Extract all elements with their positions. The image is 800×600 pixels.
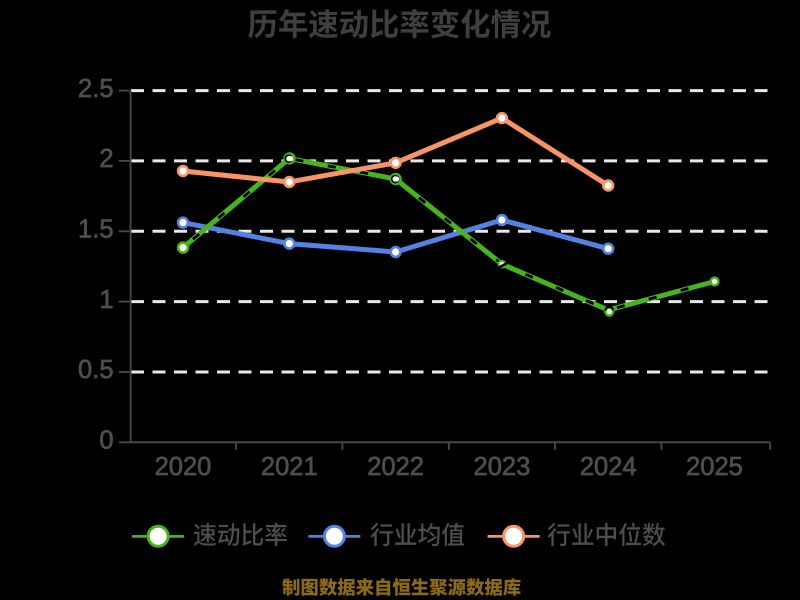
svg-text:2.5: 2.5 <box>78 75 113 103</box>
svg-text:2024: 2024 <box>580 453 637 481</box>
svg-text:2023: 2023 <box>474 453 531 481</box>
svg-text:0.5: 0.5 <box>78 356 113 384</box>
svg-text:2021: 2021 <box>261 453 318 481</box>
svg-text:1.5: 1.5 <box>78 216 113 244</box>
svg-text:2: 2 <box>99 145 113 173</box>
svg-text:0: 0 <box>99 427 113 455</box>
svg-text:2020: 2020 <box>155 453 212 481</box>
svg-text:2022: 2022 <box>367 453 424 481</box>
svg-text:2025: 2025 <box>686 453 743 481</box>
svg-text:1: 1 <box>99 286 113 314</box>
